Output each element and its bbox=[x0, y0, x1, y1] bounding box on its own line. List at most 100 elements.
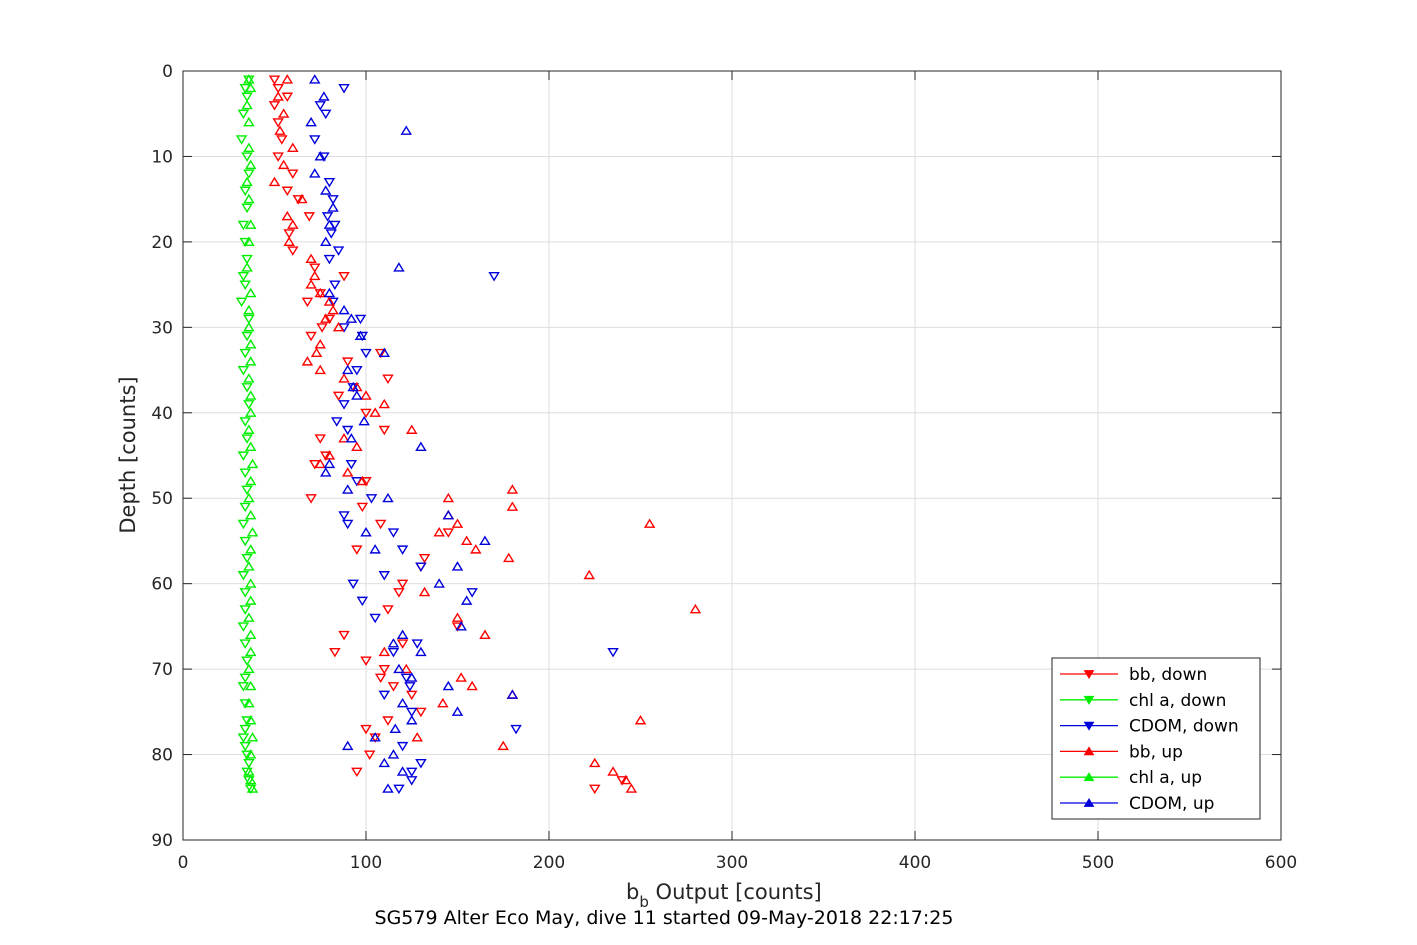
data-point bbox=[607, 766, 619, 776]
data-point bbox=[283, 229, 295, 239]
data-point bbox=[378, 665, 391, 675]
data-point bbox=[237, 271, 250, 282]
y-tick-label: 10 bbox=[151, 147, 173, 167]
data-point bbox=[497, 740, 509, 751]
data-point bbox=[411, 639, 423, 649]
data-point bbox=[418, 553, 431, 564]
data-point bbox=[277, 108, 290, 118]
data-point bbox=[583, 569, 596, 580]
data-point bbox=[466, 680, 478, 691]
data-point bbox=[243, 697, 255, 708]
y-tick-label: 70 bbox=[151, 660, 173, 680]
data-point bbox=[241, 176, 253, 187]
data-point bbox=[243, 759, 255, 769]
data-point bbox=[358, 415, 370, 426]
data-point bbox=[239, 673, 251, 684]
data-point bbox=[451, 612, 464, 622]
data-point bbox=[241, 767, 253, 778]
data-point bbox=[239, 724, 251, 735]
x-tick-label: 600 bbox=[1265, 853, 1297, 873]
data-point bbox=[237, 109, 250, 120]
data-point bbox=[351, 441, 363, 452]
y-tick-label: 90 bbox=[151, 831, 173, 851]
data-point bbox=[374, 673, 387, 684]
data-point bbox=[406, 707, 418, 718]
data-point bbox=[506, 689, 519, 699]
data-point bbox=[488, 271, 500, 282]
data-point bbox=[338, 271, 350, 282]
data-point bbox=[243, 373, 255, 383]
data-point bbox=[244, 339, 257, 349]
data-point bbox=[347, 381, 359, 392]
data-point bbox=[243, 74, 255, 84]
data-point bbox=[400, 125, 413, 135]
data-point bbox=[442, 680, 455, 691]
data-point bbox=[243, 193, 255, 204]
data-point bbox=[341, 357, 354, 367]
data-point bbox=[241, 331, 253, 342]
data-point bbox=[314, 434, 326, 444]
data-point bbox=[589, 784, 601, 795]
data-point bbox=[341, 740, 354, 751]
data-point bbox=[244, 159, 257, 170]
legend-box bbox=[1051, 657, 1261, 820]
data-point bbox=[387, 749, 400, 759]
data-point bbox=[393, 262, 405, 272]
data-point bbox=[329, 647, 341, 658]
data-point bbox=[360, 348, 372, 359]
data-point bbox=[389, 723, 402, 733]
data-point bbox=[502, 552, 515, 563]
legend-label: chl a, down bbox=[1129, 691, 1226, 711]
y-tick-label: 40 bbox=[151, 404, 173, 424]
data-point bbox=[314, 151, 326, 161]
data-point bbox=[268, 176, 281, 187]
data-point bbox=[239, 639, 251, 649]
data-point bbox=[415, 646, 427, 657]
data-point bbox=[241, 553, 253, 564]
data-point bbox=[272, 152, 284, 162]
data-point bbox=[332, 321, 345, 332]
data-point bbox=[327, 202, 339, 212]
data-point bbox=[451, 706, 464, 716]
data-point bbox=[406, 672, 418, 682]
data-point bbox=[442, 509, 455, 520]
data-point bbox=[276, 135, 288, 145]
data-point bbox=[235, 297, 248, 308]
data-point bbox=[455, 620, 467, 631]
y-tick-label: 0 bbox=[162, 62, 173, 82]
data-point bbox=[241, 254, 253, 265]
data-point bbox=[246, 458, 259, 469]
data-point bbox=[243, 142, 255, 152]
data-point bbox=[272, 118, 284, 128]
legend-marker bbox=[1083, 695, 1095, 705]
y-tick-label: 60 bbox=[151, 575, 173, 595]
data-point bbox=[239, 741, 251, 752]
data-point bbox=[327, 195, 339, 205]
data-point bbox=[301, 297, 314, 308]
data-point bbox=[338, 433, 350, 443]
data-point bbox=[237, 220, 250, 231]
data-point bbox=[387, 528, 400, 538]
legend-entry-4: chl a, up bbox=[1060, 768, 1202, 788]
data-point bbox=[354, 314, 367, 325]
data-point bbox=[296, 193, 308, 204]
data-point bbox=[455, 672, 467, 682]
data-point bbox=[319, 467, 332, 477]
data-point bbox=[314, 287, 326, 298]
data-point bbox=[319, 313, 332, 323]
data-point bbox=[363, 750, 376, 760]
y-tick-label: 50 bbox=[151, 489, 173, 509]
data-point bbox=[244, 595, 257, 605]
data-point bbox=[451, 622, 464, 632]
data-point bbox=[283, 236, 295, 246]
data-point bbox=[239, 348, 251, 359]
x-tick-label: 500 bbox=[1082, 853, 1114, 873]
data-point bbox=[396, 741, 409, 752]
data-point bbox=[356, 475, 369, 486]
data-point bbox=[323, 287, 336, 298]
data-point bbox=[239, 468, 251, 478]
data-point bbox=[433, 526, 445, 537]
data-point bbox=[607, 647, 619, 658]
data-point bbox=[341, 519, 354, 530]
data-point bbox=[244, 784, 257, 795]
